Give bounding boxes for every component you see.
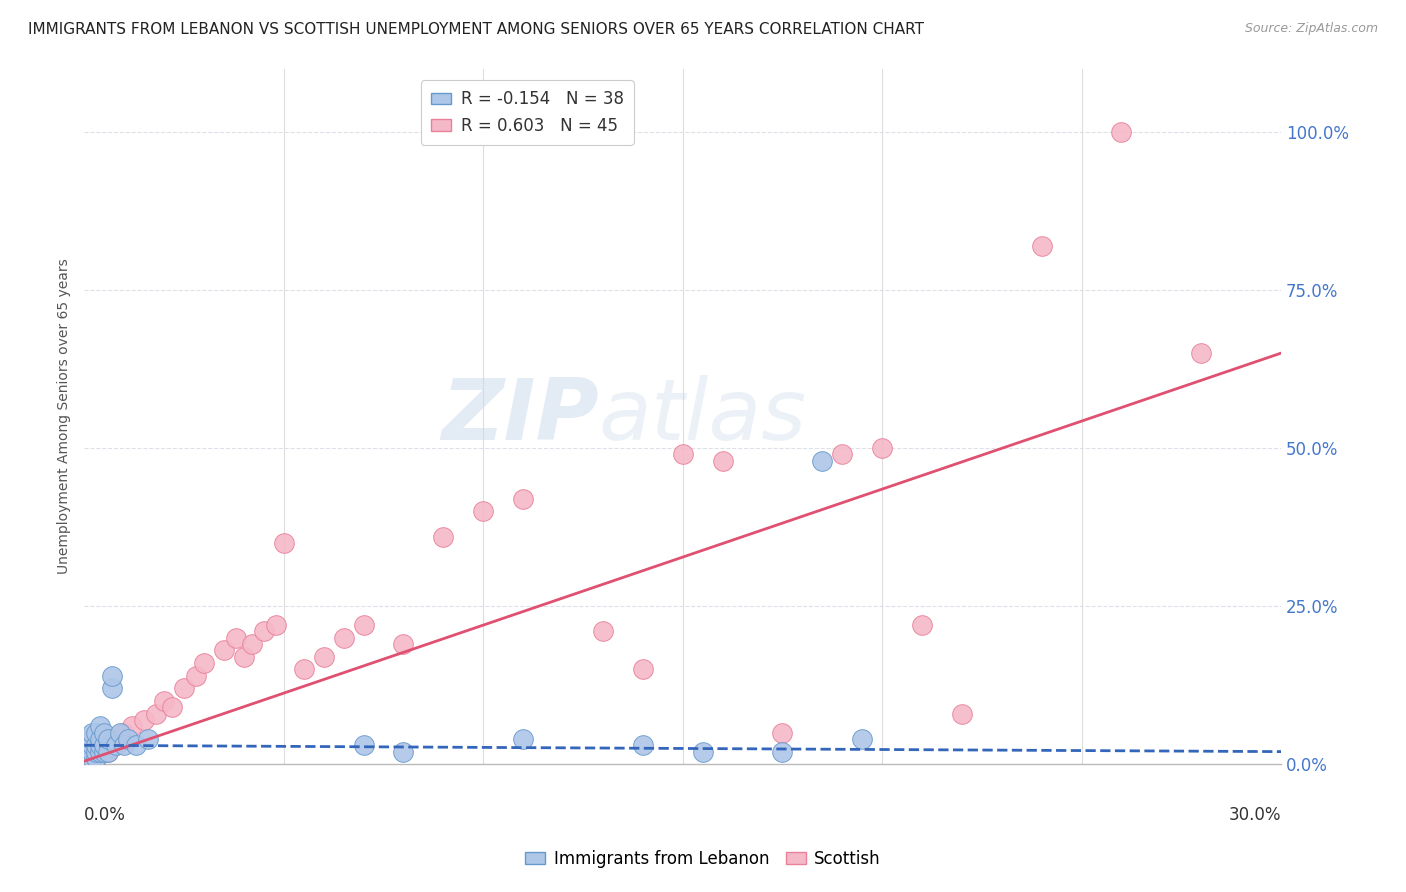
Point [184, 669, 207, 683]
Point [153, 694, 176, 708]
Point [512, 491, 534, 506]
Point [134, 713, 156, 727]
Point [82, 745, 104, 759]
Legend: Immigrants from Lebanon, Scottish: Immigrants from Lebanon, Scottish [519, 844, 887, 875]
Point [93, 725, 115, 739]
Point [692, 745, 714, 759]
Point [160, 700, 183, 714]
Point [472, 504, 495, 518]
Y-axis label: Unemployment Among Seniors over 65 years: Unemployment Among Seniors over 65 years [58, 259, 72, 574]
Point [240, 637, 263, 651]
Point [82, 725, 104, 739]
Point [512, 731, 534, 746]
Point [851, 731, 873, 746]
Text: 30.0%: 30.0% [1229, 806, 1281, 824]
Point [112, 725, 135, 739]
Point [770, 725, 793, 739]
Point [82, 745, 104, 759]
Text: Source: ZipAtlas.com: Source: ZipAtlas.com [1244, 22, 1378, 36]
Point [273, 536, 295, 550]
Point [264, 618, 287, 632]
Point [86, 745, 108, 759]
Point [112, 739, 135, 753]
Text: IMMIGRANTS FROM LEBANON VS SCOTTISH UNEMPLOYMENT AMONG SENIORS OVER 65 YEARS COR: IMMIGRANTS FROM LEBANON VS SCOTTISH UNEM… [28, 22, 924, 37]
Point [86, 751, 108, 765]
Point [332, 631, 354, 645]
Point [312, 649, 335, 664]
Point [93, 739, 115, 753]
Point [89, 731, 111, 746]
Point [136, 731, 159, 746]
Point [870, 441, 893, 455]
Point [392, 745, 415, 759]
Point [811, 453, 834, 467]
Point [77, 751, 100, 765]
Text: atlas: atlas [599, 375, 807, 458]
Point [105, 739, 128, 753]
Legend: R = -0.154   N = 38, R = 0.603   N = 45: R = -0.154 N = 38, R = 0.603 N = 45 [420, 80, 634, 145]
Point [1189, 346, 1212, 360]
Point [292, 662, 315, 676]
Point [89, 719, 111, 733]
Point [77, 751, 100, 765]
Point [82, 739, 104, 753]
Point [105, 739, 128, 753]
Point [592, 624, 614, 639]
Point [101, 681, 124, 696]
Point [86, 751, 108, 765]
Point [631, 662, 654, 676]
Point [631, 739, 654, 753]
Point [101, 739, 124, 753]
Point [770, 745, 793, 759]
Point [89, 745, 111, 759]
Point [121, 719, 143, 733]
Point [212, 643, 235, 657]
Point [950, 706, 973, 721]
Point [232, 649, 254, 664]
Point [145, 706, 167, 721]
Point [77, 745, 100, 759]
Point [97, 745, 120, 759]
Point [1031, 238, 1053, 252]
Point [89, 739, 111, 753]
Point [711, 453, 734, 467]
Point [831, 447, 853, 461]
Point [125, 739, 148, 753]
Text: ZIP: ZIP [441, 375, 599, 458]
Point [97, 745, 120, 759]
Point [82, 751, 104, 765]
Point [911, 618, 934, 632]
Point [253, 624, 276, 639]
Point [86, 725, 108, 739]
Point [101, 669, 124, 683]
Point [672, 447, 695, 461]
Point [353, 739, 375, 753]
Point [77, 731, 100, 746]
Point [97, 731, 120, 746]
Point [432, 530, 454, 544]
Point [93, 745, 115, 759]
Point [89, 739, 111, 753]
Point [193, 656, 215, 670]
Text: 0.0%: 0.0% [84, 806, 127, 824]
Point [110, 731, 132, 746]
Point [353, 618, 375, 632]
Point [82, 731, 104, 746]
Point [86, 739, 108, 753]
Point [93, 745, 115, 759]
Point [77, 739, 100, 753]
Point [173, 681, 195, 696]
Point [110, 725, 132, 739]
Point [392, 637, 415, 651]
Point [225, 631, 247, 645]
Point [117, 731, 139, 746]
Point [1111, 125, 1133, 139]
